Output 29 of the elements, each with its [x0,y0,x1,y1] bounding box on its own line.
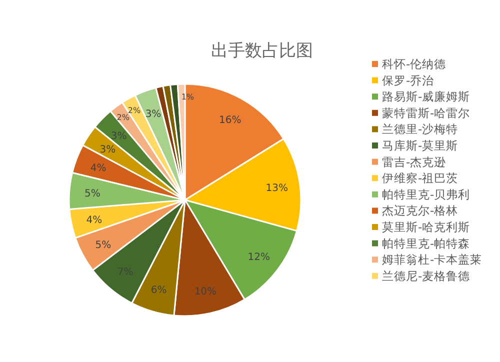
legend-label: 帕特里克-帕特森 [382,236,470,250]
legend-label: 姆菲翁杜-卡本盖莱 [382,252,482,267]
data-label: 16% [219,114,242,126]
legend-label: 科怀-伦纳德 [382,57,446,71]
legend-label: 伊维察-祖巴茨 [382,171,458,186]
data-label: 12% [248,252,270,264]
data-label: 2% [128,106,141,115]
data-label: 13% [266,182,288,194]
legend-label: 杰迈克尔-格林 [382,204,458,218]
legend-label: 马库斯-莫里斯 [382,138,458,152]
data-label: 3% [110,130,127,142]
data-label: 5% [95,240,112,251]
data-label: 6% [150,285,167,296]
data-label: 2% [116,112,130,122]
legend-label: 保罗-乔治 [382,73,434,88]
data-label: 4% [86,215,102,226]
legend-label: 雷吉-杰克逊 [382,154,446,169]
data-label: 10% [194,286,217,298]
legend-label: 帕特里克-贝弗利 [382,187,470,202]
chart-title: 出手数占比图 [211,41,313,61]
data-label: 3% [100,144,116,156]
data-label: 3% [145,108,162,120]
legend-label: 路易斯-威廉姆斯 [382,90,470,104]
data-label: 5% [84,188,100,200]
legend-label: 蒙特雷斯-哈雷尔 [382,106,470,120]
legend-label: 兰德尼-麦格鲁德 [382,268,470,283]
legend-label: 莫里斯-哈克利斯 [382,220,470,234]
legend-label: 兰德里-沙梅特 [382,122,458,136]
data-label: 4% [90,162,106,174]
